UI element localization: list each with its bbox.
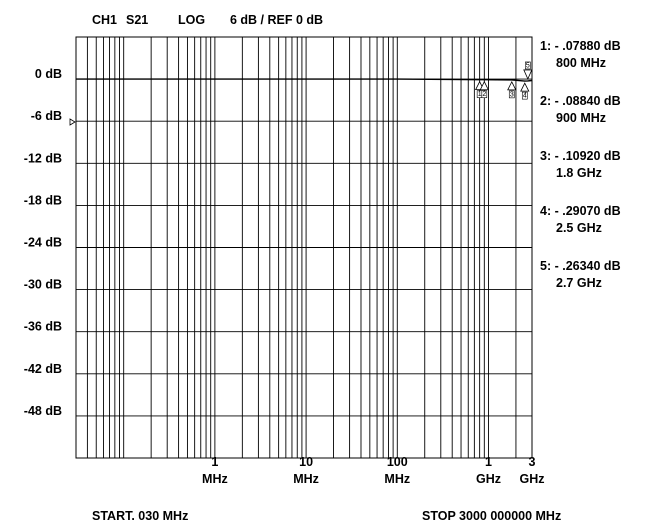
- marker-box: [521, 91, 528, 100]
- x-tick-unit: MHz: [293, 472, 319, 486]
- marker-symbol: [520, 82, 530, 92]
- channel-label: CH1: [92, 13, 117, 27]
- marker-symbol: [507, 80, 517, 91]
- marker-readout-frequency: 2.5 GHz: [556, 221, 602, 235]
- x-tick-unit: MHz: [384, 472, 410, 486]
- marker-readout-value: 2: - .08840 dB: [540, 94, 621, 108]
- y-tick-label: -48 dB: [24, 404, 62, 418]
- marker-readout-frequency: 2.7 GHz: [556, 276, 602, 290]
- format-label: LOG: [178, 13, 205, 27]
- marker-number: 3: [510, 91, 514, 98]
- reference-level-arrow: [69, 118, 76, 126]
- s21-trace: [76, 78, 533, 82]
- marker-readout-frequency: 900 MHz: [556, 111, 606, 125]
- marker-readouts: 1: - .07880 dB 800 MHz 2: - .08840 dB 900 M…: [540, 39, 621, 290]
- marker-readout-value: 1: - .07880 dB: [540, 39, 621, 53]
- x-axis-labels: 1 MHz 10 MHz 100 MHz 1 GHz 3 GHz: [202, 455, 544, 486]
- horizontal-gridlines: [76, 78, 532, 417]
- y-tick-label: -30 dB: [24, 278, 62, 292]
- x-tick-value: 3: [529, 455, 536, 469]
- marker-readout-frequency: 800 MHz: [556, 56, 606, 70]
- y-axis-labels: 0 dB -6 dB -12 dB -18 dB -24 dB -30 dB -36 dB -…: [24, 67, 62, 418]
- x-tick-value: 1: [485, 455, 492, 469]
- marker-readout-value: 4: - .29070 dB: [540, 204, 621, 218]
- x-tick-unit: MHz: [202, 472, 228, 486]
- chart-header: CH1 S21 LOG 6 dB / REF 0 dB: [92, 13, 323, 27]
- stop-frequency-label: STOP 3000 000000 MHz: [422, 509, 561, 523]
- marker-number: 1: [478, 91, 482, 98]
- y-tick-label: -24 dB: [24, 236, 62, 250]
- marker-number: 2: [482, 91, 486, 98]
- y-tick-label: -36 dB: [24, 320, 62, 334]
- y-tick-label: -12 dB: [24, 151, 62, 165]
- scale-label: 6 dB / REF 0 dB: [230, 13, 323, 27]
- marker-symbol: [523, 69, 533, 80]
- x-tick-value: 1: [211, 455, 218, 469]
- trace-markers: 1 2 3 4 5: [475, 61, 533, 100]
- marker-readout-value: 5: - .26340 dB: [540, 259, 621, 273]
- marker-readout-value: 3: - .10920 dB: [540, 149, 621, 163]
- y-tick-label: -42 dB: [24, 362, 62, 376]
- marker-box: [481, 90, 488, 99]
- marker-symbol: [479, 80, 489, 91]
- x-tick-unit: GHz: [476, 472, 501, 486]
- y-tick-label: 0 dB: [35, 67, 62, 81]
- start-frequency-label: START. 030 MHz: [92, 509, 188, 523]
- marker-number: 4: [523, 93, 527, 100]
- marker-readout-frequency: 1.8 GHz: [556, 166, 602, 180]
- y-tick-label: -18 dB: [24, 193, 62, 207]
- marker-box: [525, 61, 531, 70]
- marker-number: 5: [526, 62, 530, 69]
- parameter-label: S21: [126, 13, 148, 27]
- x-tick-unit: GHz: [520, 472, 545, 486]
- y-tick-label: -6 dB: [31, 109, 62, 123]
- marker-box: [508, 90, 515, 99]
- x-tick-value: 10: [299, 455, 313, 469]
- x-tick-value: 100: [387, 455, 408, 469]
